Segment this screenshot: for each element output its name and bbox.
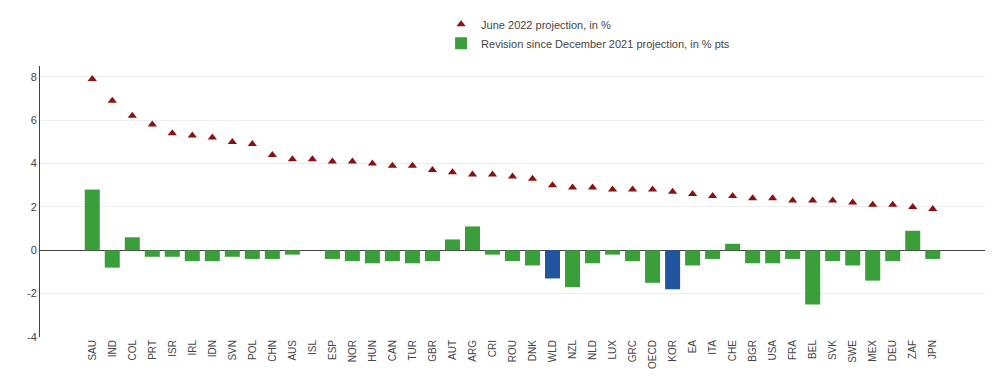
- svg-text:CHN: CHN: [267, 340, 278, 362]
- svg-text:NOR: NOR: [347, 340, 358, 362]
- svg-text:USA: USA: [767, 340, 778, 361]
- svg-text:IDN: IDN: [207, 340, 218, 357]
- svg-text:SVK: SVK: [827, 340, 838, 360]
- svg-text:GRC: GRC: [627, 340, 638, 362]
- svg-text:OECD: OECD: [647, 340, 658, 369]
- svg-text:KOR: KOR: [667, 340, 678, 362]
- svg-text:2: 2: [31, 201, 37, 213]
- svg-text:ARG: ARG: [467, 340, 478, 362]
- svg-text:CHE: CHE: [727, 340, 738, 361]
- svg-text:ROU: ROU: [507, 340, 518, 362]
- svg-text:-2: -2: [27, 287, 37, 299]
- svg-text:-4: -4: [27, 331, 37, 343]
- svg-text:SAU: SAU: [87, 340, 98, 361]
- svg-text:NLD: NLD: [587, 340, 598, 360]
- svg-text:DNK: DNK: [527, 340, 538, 361]
- svg-text:Revision since December 2021 p: Revision since December 2021 projection,…: [481, 38, 730, 50]
- svg-text:ISR: ISR: [167, 340, 178, 357]
- svg-text:POL: POL: [247, 340, 258, 360]
- svg-text:June 2022 projection, in %: June 2022 projection, in %: [481, 19, 611, 31]
- svg-text:PRT: PRT: [147, 340, 158, 360]
- svg-text:CAN: CAN: [387, 340, 398, 361]
- svg-text:COL: COL: [127, 340, 138, 361]
- svg-text:IND: IND: [107, 340, 118, 357]
- svg-text:AUT: AUT: [447, 340, 458, 360]
- svg-text:IRL: IRL: [187, 340, 198, 356]
- svg-text:8: 8: [31, 71, 37, 83]
- svg-text:ZAF: ZAF: [907, 340, 918, 359]
- svg-text:FRA: FRA: [787, 340, 798, 360]
- svg-text:BEL: BEL: [807, 340, 818, 359]
- svg-text:BGR: BGR: [747, 340, 758, 362]
- svg-text:MEX: MEX: [867, 340, 878, 362]
- svg-text:ESP: ESP: [327, 340, 338, 360]
- svg-text:CRI: CRI: [487, 340, 498, 357]
- svg-text:SVN: SVN: [227, 340, 238, 361]
- svg-text:TUR: TUR: [407, 340, 418, 361]
- svg-text:LUX: LUX: [607, 340, 618, 360]
- svg-text:JPN: JPN: [927, 340, 938, 359]
- svg-text:GBR: GBR: [427, 340, 438, 362]
- svg-text:6: 6: [31, 114, 37, 126]
- svg-text:AUS: AUS: [287, 340, 298, 361]
- svg-text:EA: EA: [687, 340, 698, 354]
- svg-text:NZL: NZL: [567, 340, 578, 359]
- svg-text:SWE: SWE: [847, 340, 858, 363]
- svg-text:ISL: ISL: [307, 340, 318, 355]
- svg-text:HUN: HUN: [367, 340, 378, 362]
- svg-text:DEU: DEU: [887, 340, 898, 361]
- svg-text:WLD: WLD: [547, 340, 558, 362]
- svg-text:4: 4: [31, 157, 37, 169]
- svg-text:0: 0: [31, 244, 37, 256]
- svg-text:ITA: ITA: [707, 340, 718, 355]
